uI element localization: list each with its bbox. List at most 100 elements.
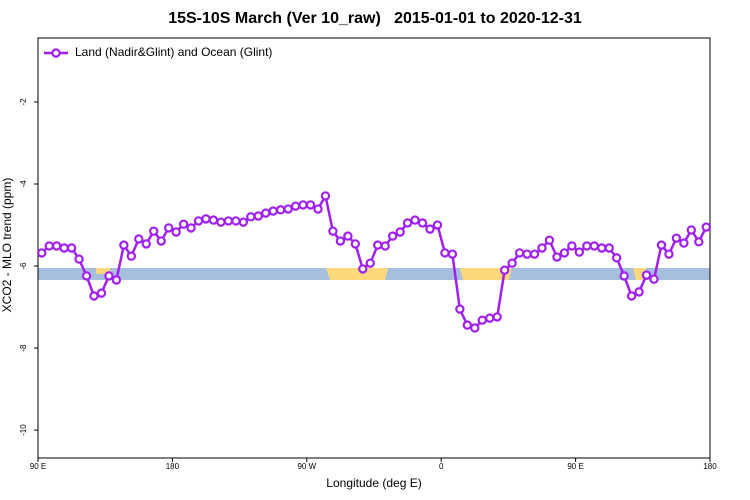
data-point [163,223,174,233]
land-band [326,268,388,280]
data-point [552,252,562,262]
data-point [432,220,443,230]
data-point [343,231,353,241]
data-point [104,271,114,281]
data-point [223,216,234,226]
data-point [694,237,704,247]
data-point [499,265,510,275]
x-tick-label: 0 [439,462,444,471]
data-point [305,200,316,210]
data-point [156,236,166,246]
data-point [671,233,682,243]
data-point [679,238,689,248]
data-point [604,243,614,253]
y-tick-label: -4 [19,180,28,188]
data-point [641,270,652,280]
data-point [74,254,84,264]
data-point [268,206,278,216]
data-point [701,222,711,232]
data-point [387,231,398,241]
data-point [111,275,122,285]
data-point [395,227,405,237]
surface-band [38,268,710,280]
data-point [402,218,413,228]
x-tick-label: 90 E [567,462,583,471]
data-point [193,216,204,226]
data-point [119,240,129,250]
data-point [89,291,99,301]
legend-marker [51,48,61,58]
data-point [201,214,211,224]
data-point [358,264,368,274]
data-point [96,288,107,298]
data-point [149,226,159,236]
plot-frame [37,37,711,459]
y-tick-label: -6 [19,262,28,270]
land-band [460,268,512,280]
x-tick-label: 90 W [297,462,316,471]
data-point [44,241,54,251]
data-point [290,201,301,211]
data-point [686,225,697,235]
data-point [51,241,62,251]
data-point [134,234,144,244]
x-tick-label: 90 E [30,462,46,471]
legend-label: Land (Nadir&Glint) and Ocean (Glint) [75,45,272,59]
data-point [626,291,637,301]
y-tick-label: -2 [19,98,28,106]
x-axis-label: Longitude (deg E) [326,476,421,490]
data-point [619,271,629,281]
data-point [417,218,428,228]
data-point [66,243,77,253]
data-point [522,249,532,259]
data-point [208,215,219,225]
y-axis-label: XCO2 - MLO trend (ppm) [0,178,14,313]
data-point [178,219,189,229]
data-point [664,249,674,259]
data-point [373,240,383,250]
data-point [59,243,69,253]
y-tick-label: -8 [19,344,28,352]
data-point [410,215,420,225]
data-point [261,208,271,218]
data-point [171,227,181,237]
data-point [656,240,667,250]
data-point [537,243,547,253]
data-point [574,247,585,257]
data-point [477,315,487,325]
data-point [447,249,458,259]
data-point [313,204,323,214]
data-point [141,239,151,249]
data-point [216,217,226,227]
data-point [365,258,375,268]
data-point [328,226,338,236]
data-point [335,236,346,246]
data-point [283,204,293,214]
data-point [425,224,435,234]
x-tick-label: 180 [703,462,717,471]
x-tick-label: 180 [166,462,180,471]
data-point [611,253,622,263]
data-point [238,217,249,227]
data-point [597,243,607,253]
chart-title: 15S-10S March (Ver 10_raw) 2015-01-01 to… [168,10,582,27]
data-point [186,223,196,233]
data-point [246,212,256,222]
data-point [380,241,390,251]
data-point [514,248,525,258]
data-point [529,249,540,259]
data-point [298,200,308,210]
data-point [649,274,659,284]
data-point [582,241,592,251]
data-point [544,235,555,245]
data-point [126,251,137,261]
data-point [589,241,599,251]
data-point [350,239,361,249]
data-point [507,258,517,268]
data-point [37,248,47,258]
data-point [253,211,263,221]
data-point [559,248,570,258]
land-band [96,268,110,274]
data-point [634,287,644,297]
